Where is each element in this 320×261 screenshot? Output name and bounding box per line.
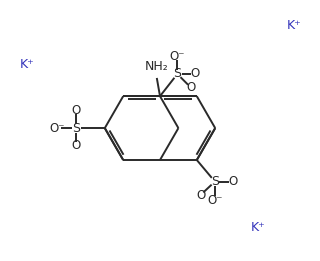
- Text: O: O: [71, 104, 81, 117]
- Text: O: O: [228, 175, 237, 188]
- Text: S: S: [173, 68, 181, 80]
- Text: K⁺: K⁺: [286, 19, 301, 32]
- Text: O⁻: O⁻: [50, 122, 65, 135]
- Text: O⁻: O⁻: [207, 194, 223, 207]
- Text: O: O: [186, 81, 196, 94]
- Text: NH₂: NH₂: [145, 60, 169, 73]
- Text: K⁺: K⁺: [20, 57, 35, 70]
- Text: O: O: [196, 188, 205, 201]
- Text: O: O: [190, 68, 200, 80]
- Text: S: S: [72, 122, 80, 135]
- Text: O⁻: O⁻: [170, 50, 185, 63]
- Text: S: S: [211, 175, 219, 188]
- Text: O: O: [71, 139, 81, 152]
- Text: K⁺: K⁺: [251, 221, 266, 234]
